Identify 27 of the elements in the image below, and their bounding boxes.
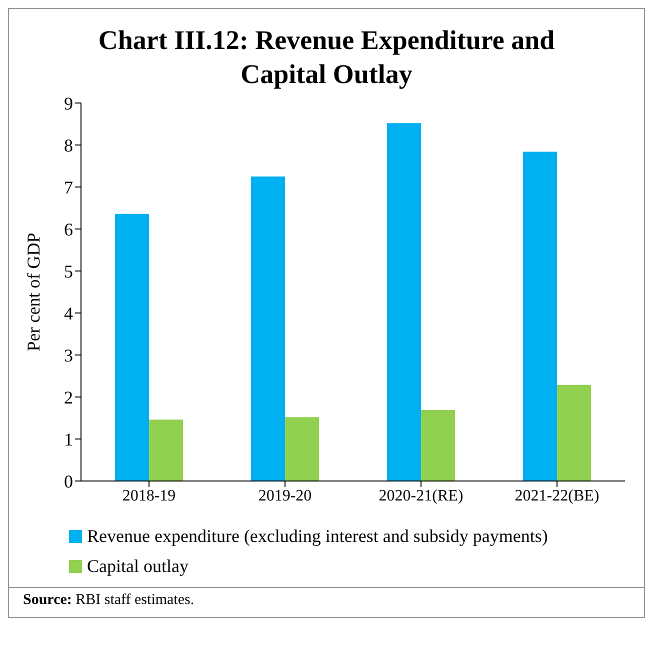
x-tick-label: 2020-21(RE): [378, 487, 464, 504]
y-axis-title: Per cent of GDP: [23, 232, 44, 352]
bar: [251, 176, 285, 481]
y-tick-label: 8: [64, 135, 73, 156]
y-tick-label: 0: [64, 471, 73, 492]
y-tick-label: 6: [64, 219, 73, 240]
bar: [557, 384, 591, 481]
chart-title: Chart III.12: Revenue Expenditure and Capital Outlay: [97, 24, 556, 91]
y-tick-label: 1: [64, 429, 73, 450]
x-tick-label: 2021-22(BE): [514, 487, 600, 504]
bar: [523, 152, 557, 481]
legend-label: Revenue expenditure (excluding interest and subsidy payments): [87, 525, 548, 548]
y-tick-label: 5: [64, 261, 73, 282]
legend-label: Capital outlay: [87, 555, 188, 578]
y-tick-label: 9: [64, 93, 73, 114]
y-tick-label: 7: [64, 177, 73, 198]
bar: [115, 214, 149, 481]
y-tick-label: 3: [64, 345, 73, 366]
bar: [149, 420, 183, 481]
x-tick-label: 2018-19: [122, 487, 176, 504]
source-note: Source: RBI staff estimates.: [9, 587, 644, 617]
y-tick-label: 2: [64, 387, 73, 408]
y-tick-label: 4: [64, 303, 73, 324]
bar: [421, 410, 455, 481]
bar: [285, 417, 319, 481]
x-tick-label: 2019-20: [258, 487, 312, 504]
bar: [387, 123, 421, 481]
